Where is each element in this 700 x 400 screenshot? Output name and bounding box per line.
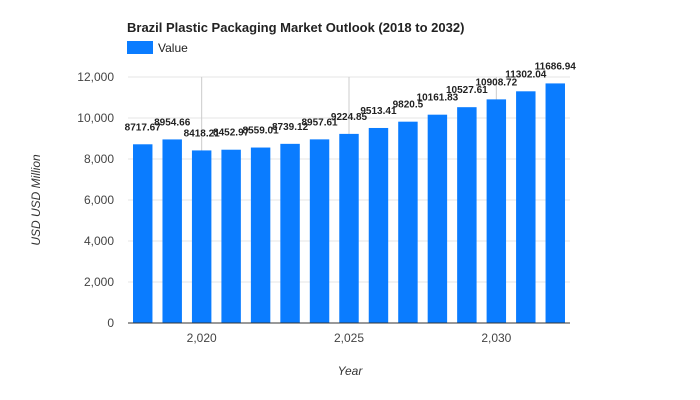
bar — [250, 147, 271, 323]
bar — [516, 91, 536, 323]
bar — [191, 150, 212, 323]
bars — [133, 83, 565, 324]
data-label: 8717.67 — [125, 122, 162, 133]
bar — [309, 139, 330, 323]
y-tick-label: 10,000 — [77, 111, 114, 125]
data-label: 10161.83 — [417, 93, 459, 104]
data-label: 11686.94 — [535, 61, 577, 72]
x-tick-label: 2,025 — [334, 331, 364, 345]
data-label: 10908.72 — [475, 77, 517, 88]
data-label: 10527.61 — [446, 85, 488, 96]
y-tick-label: 0 — [107, 316, 114, 330]
data-labels: 8717.678954.668418.218452.978559.018739.… — [125, 61, 577, 139]
bar — [427, 114, 448, 323]
bar — [398, 121, 418, 323]
bar — [221, 149, 241, 323]
x-axis-title: Year — [338, 364, 364, 378]
data-label: 9224.85 — [331, 112, 368, 123]
y-tick-label: 12,000 — [77, 70, 114, 84]
y-tick-label: 6,000 — [84, 193, 114, 207]
data-label: 8739.12 — [272, 122, 309, 133]
y-axis-ticks: 0 2,000 4,000 6,000 8,000 10,000 12,000 — [77, 70, 114, 330]
legend-label: Value — [158, 41, 188, 55]
bar — [457, 107, 477, 324]
bar — [162, 139, 182, 323]
data-label: 8452.97 — [213, 128, 250, 139]
data-label: 9513.41 — [360, 106, 397, 117]
data-label: 8418.21 — [184, 128, 221, 139]
y-tick-label: 2,000 — [84, 275, 114, 289]
data-label: 9820.5 — [393, 100, 424, 111]
x-axis-ticks: 2,020 2,025 2,030 — [187, 331, 512, 345]
bar — [280, 143, 300, 323]
bar — [368, 127, 389, 323]
data-label: 8957.61 — [301, 117, 338, 128]
bar — [133, 144, 153, 323]
data-label: 11302.04 — [505, 69, 547, 80]
data-label: 8559.01 — [243, 126, 280, 137]
y-tick-label: 4,000 — [84, 234, 114, 248]
bar — [486, 99, 507, 323]
bar — [339, 133, 359, 323]
y-axis-title: USD USD Million — [29, 154, 43, 246]
chart-title: Brazil Plastic Packaging Market Outlook … — [127, 20, 464, 35]
bar — [545, 83, 565, 324]
legend: Value — [127, 41, 188, 55]
legend-swatch — [127, 41, 153, 54]
data-label: 8954.66 — [154, 117, 191, 128]
x-tick-label: 2,020 — [187, 331, 217, 345]
y-tick-label: 8,000 — [84, 152, 114, 166]
x-tick-label: 2,030 — [481, 331, 511, 345]
